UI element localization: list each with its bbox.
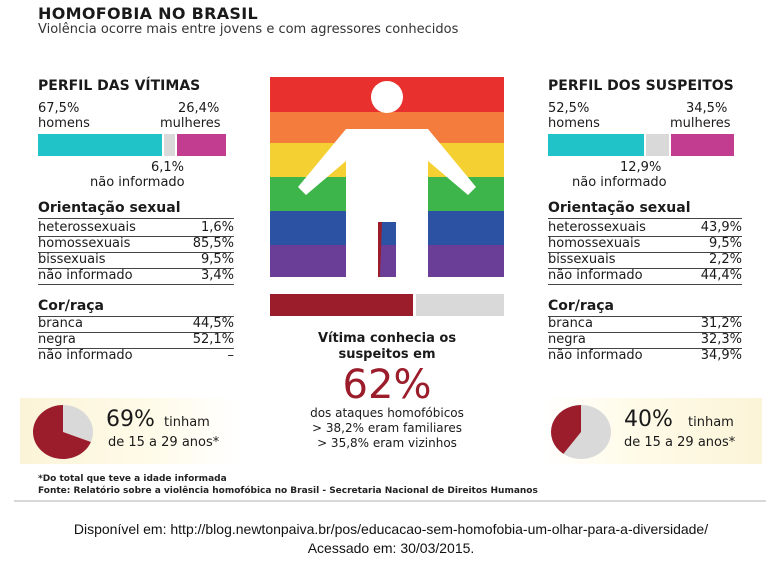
victims-age-pie bbox=[33, 405, 93, 459]
victims-orientation-title: Orientação sexual bbox=[38, 200, 234, 219]
suspects-age-pct: 40% bbox=[624, 407, 673, 432]
victims-men-bar bbox=[38, 134, 163, 156]
victims-age-pct: 69% bbox=[106, 407, 155, 432]
victims-women-label: mulheres bbox=[160, 116, 221, 131]
suspects-race-title: Cor/raça bbox=[548, 298, 742, 317]
victims-women-bar bbox=[177, 134, 226, 156]
victims-women-pct: 26,4% bbox=[178, 101, 220, 116]
victims-race-row: negra 52,1% bbox=[38, 332, 234, 349]
suspects-race-row: não informado 34,9% bbox=[548, 348, 742, 363]
page-subtitle: Violência ocorre mais entre jovens e com… bbox=[38, 22, 459, 37]
suspects-na-bar bbox=[645, 134, 670, 156]
suspects-men-bar bbox=[548, 134, 644, 156]
suspects-age-pie bbox=[551, 405, 611, 459]
footnote: *Do total que teve a idade informada bbox=[38, 474, 227, 484]
source-url: Disponível em: http://blog.newtonpaiva.b… bbox=[73, 521, 709, 537]
suspects-na-pct: 12,9% bbox=[620, 160, 662, 175]
suspects-orientation-title: Orientação sexual bbox=[548, 200, 742, 219]
center-line3: dos ataques homofóbicos bbox=[310, 406, 464, 420]
page-title: HOMOFOBIA NO BRASIL bbox=[38, 4, 258, 23]
victims-orientation-row: bissexuais 9,5% bbox=[38, 252, 234, 269]
suspects-title: PERFIL DOS SUSPEITOS bbox=[548, 78, 734, 94]
flag-stripe-purple bbox=[270, 245, 504, 277]
suspects-orientation-row: não informado 44,4% bbox=[548, 268, 742, 285]
suspects-orientation-row: bissexuais 2,2% bbox=[548, 252, 742, 269]
suspects-women-pct: 34,5% bbox=[686, 101, 728, 116]
victims-race-row: branca 44,5% bbox=[38, 316, 234, 333]
victims-age-text2: de 15 a 29 anos* bbox=[108, 435, 220, 450]
victims-men-pct: 67,5% bbox=[38, 101, 80, 116]
center-line5: > 35,8% eram vizinhos bbox=[317, 436, 457, 450]
suspects-race-row: branca 31,2% bbox=[548, 316, 742, 333]
victims-orientation-row: heterossexuais 1,6% bbox=[38, 220, 234, 237]
person-icon bbox=[298, 81, 476, 277]
suspects-race-row: negra 32,3% bbox=[548, 332, 742, 349]
center-line4: > 38,2% eram familiares bbox=[312, 421, 462, 435]
suspects-women-bar bbox=[671, 134, 734, 156]
suspects-women-label: mulheres bbox=[670, 116, 731, 131]
suspects-na-label: não informado bbox=[572, 175, 667, 190]
victims-na-pct: 6,1% bbox=[151, 160, 185, 175]
center-line2: suspeitos em bbox=[338, 347, 436, 362]
suspects-men-label: homens bbox=[548, 116, 600, 131]
divider bbox=[14, 500, 766, 502]
suspects-age-text2: de 15 a 29 anos* bbox=[624, 435, 736, 450]
victims-race-row: não informado – bbox=[38, 348, 234, 363]
victims-na-bar bbox=[164, 134, 176, 156]
victims-race-title: Cor/raça bbox=[38, 298, 234, 317]
fonte: Fonte: Relatório sobre a violência homof… bbox=[38, 486, 538, 496]
victims-orientation-row: não informado 3,4% bbox=[38, 268, 234, 285]
suspects-orientation-row: heterossexuais 43,9% bbox=[548, 220, 742, 237]
unknown-suspects-bar bbox=[416, 294, 504, 316]
victims-age-text1: tinham bbox=[164, 415, 210, 430]
victims-na-label: não informado bbox=[90, 175, 185, 190]
victims-pie-slice bbox=[33, 405, 91, 459]
source-date: Acessado em: 30/03/2015. bbox=[307, 540, 475, 556]
suspects-pie-slice bbox=[551, 405, 581, 454]
victims-title: PERFIL DAS VÍTIMAS bbox=[38, 78, 201, 94]
suspects-orientation-row: homossexuais 9,5% bbox=[548, 236, 742, 253]
rainbow-flag bbox=[270, 77, 504, 277]
center-big-pct: 62% bbox=[342, 362, 432, 408]
victims-men-label: homens bbox=[38, 116, 90, 131]
center-line1: Vítima conhecia os bbox=[317, 331, 457, 346]
suspects-men-pct: 52,5% bbox=[548, 101, 590, 116]
suspects-age-text1: tinham bbox=[688, 415, 734, 430]
victims-orientation-row: homossexuais 85,5% bbox=[38, 236, 234, 253]
known-suspects-bar bbox=[270, 294, 414, 316]
